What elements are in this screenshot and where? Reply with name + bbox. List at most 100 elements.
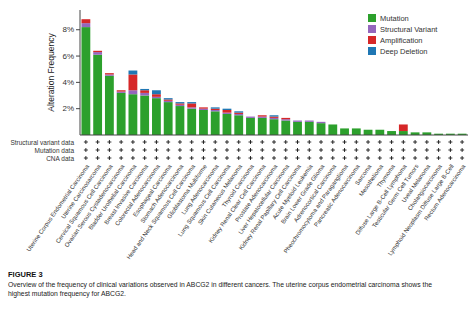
annotation-dot [378, 140, 382, 144]
annotation-dot [166, 148, 170, 152]
y-tick [76, 82, 80, 83]
annotation-dot [307, 148, 311, 152]
bar-segment [340, 128, 349, 129]
annotation-dot [213, 140, 217, 144]
annotation-dot [448, 140, 452, 144]
annotation-dot [319, 148, 323, 152]
annotation-dot [260, 156, 264, 160]
bar-segment [93, 55, 102, 135]
bar-segment [352, 128, 361, 129]
legend-label: Deep Deletion [380, 47, 428, 56]
annotation-dot [107, 148, 111, 152]
bar-segment [199, 109, 208, 110]
bar-segment [105, 73, 114, 74]
bar-segment [387, 131, 396, 132]
annotation-dot [119, 140, 123, 144]
category-label: Lymphoid Neoplasm Diffuse Large B-Cell [387, 163, 455, 256]
annotation-dot [237, 140, 241, 144]
bar-segment [387, 131, 396, 135]
annotation-dot [154, 140, 158, 144]
bar-segment [328, 124, 337, 125]
y-tick [76, 56, 80, 57]
annotation-dot [119, 148, 123, 152]
bar-segment [399, 124, 408, 125]
y-axis-line [80, 10, 81, 135]
annotation-dot [354, 140, 358, 144]
annotation-row-label: Structural variant data [10, 139, 74, 146]
y-tick [76, 108, 80, 109]
annotation-dot [296, 156, 300, 160]
annotation-dot [401, 140, 405, 144]
bar-segment [199, 110, 208, 135]
bar-segment [422, 132, 431, 133]
caption-line: Overview of the frequency of clinical va… [8, 281, 432, 289]
bar-segment [246, 117, 255, 118]
bar-segment [129, 71, 138, 75]
bar-segment [411, 132, 420, 133]
bar-segment [223, 110, 232, 113]
bar-segment [176, 103, 185, 104]
annotation-dot [284, 148, 288, 152]
bar-segment [211, 109, 220, 110]
bar-segment [364, 129, 373, 130]
annotation-dot [354, 156, 358, 160]
annotation-dot [343, 148, 347, 152]
legend-swatch [368, 25, 376, 33]
bar-segment [328, 124, 337, 135]
bar-segment [152, 97, 161, 98]
y-tick-label: 8% [62, 25, 74, 34]
annotation-dot [390, 148, 394, 152]
bars [81, 19, 466, 135]
annotation-dot [272, 148, 276, 152]
annotation-dot [390, 156, 394, 160]
y-tick-label: 6% [62, 52, 74, 61]
annotation-dot [154, 148, 158, 152]
bar-segment [258, 117, 267, 118]
annotation-dot [84, 140, 88, 144]
bar-segment [81, 23, 90, 27]
annotation-dot [248, 148, 252, 152]
bar-segment [234, 111, 243, 112]
bar-segment [411, 132, 420, 133]
figure-number: FIGURE 3 [8, 270, 43, 279]
annotation-dot [178, 156, 182, 160]
annotation-dot [131, 148, 135, 152]
bar-segment [446, 133, 455, 134]
annotation-dot [284, 156, 288, 160]
y-axis-label: Alteration Frequency [46, 33, 56, 112]
bar-segment [187, 102, 196, 103]
bar-segment [223, 113, 232, 114]
bar-segment [129, 94, 138, 135]
legend-label: Amplification [380, 36, 423, 45]
bar-segment [293, 120, 302, 121]
bar-segment [176, 106, 185, 135]
annotation-dot [425, 140, 429, 144]
bar-segment [105, 74, 114, 75]
annotation-dot [190, 156, 194, 160]
annotation-dot [378, 156, 382, 160]
annotation-dot [107, 156, 111, 160]
bar-segment [211, 111, 220, 135]
bar-segment [176, 105, 185, 106]
bar-segment [422, 132, 431, 133]
annotation-dot [201, 156, 205, 160]
bar-segment [152, 98, 161, 135]
annotation-dot [343, 140, 347, 144]
annotation-dot [119, 156, 123, 160]
annotation-dot [96, 156, 100, 160]
annotation-dot [331, 156, 335, 160]
bar-segment [246, 116, 255, 117]
annotation-dot [319, 140, 323, 144]
bar-segment [258, 118, 267, 135]
bar-segment [281, 117, 290, 118]
bar-segment [199, 107, 208, 108]
bar-segment [223, 114, 232, 135]
annotation-dot [460, 148, 464, 152]
bar-segment [422, 132, 431, 133]
bar-segment [293, 121, 302, 122]
bar-segment [340, 128, 349, 129]
annotation-dot [319, 156, 323, 160]
bar-segment [117, 90, 126, 91]
annotation-dot [248, 140, 252, 144]
annotation-dot [272, 156, 276, 160]
